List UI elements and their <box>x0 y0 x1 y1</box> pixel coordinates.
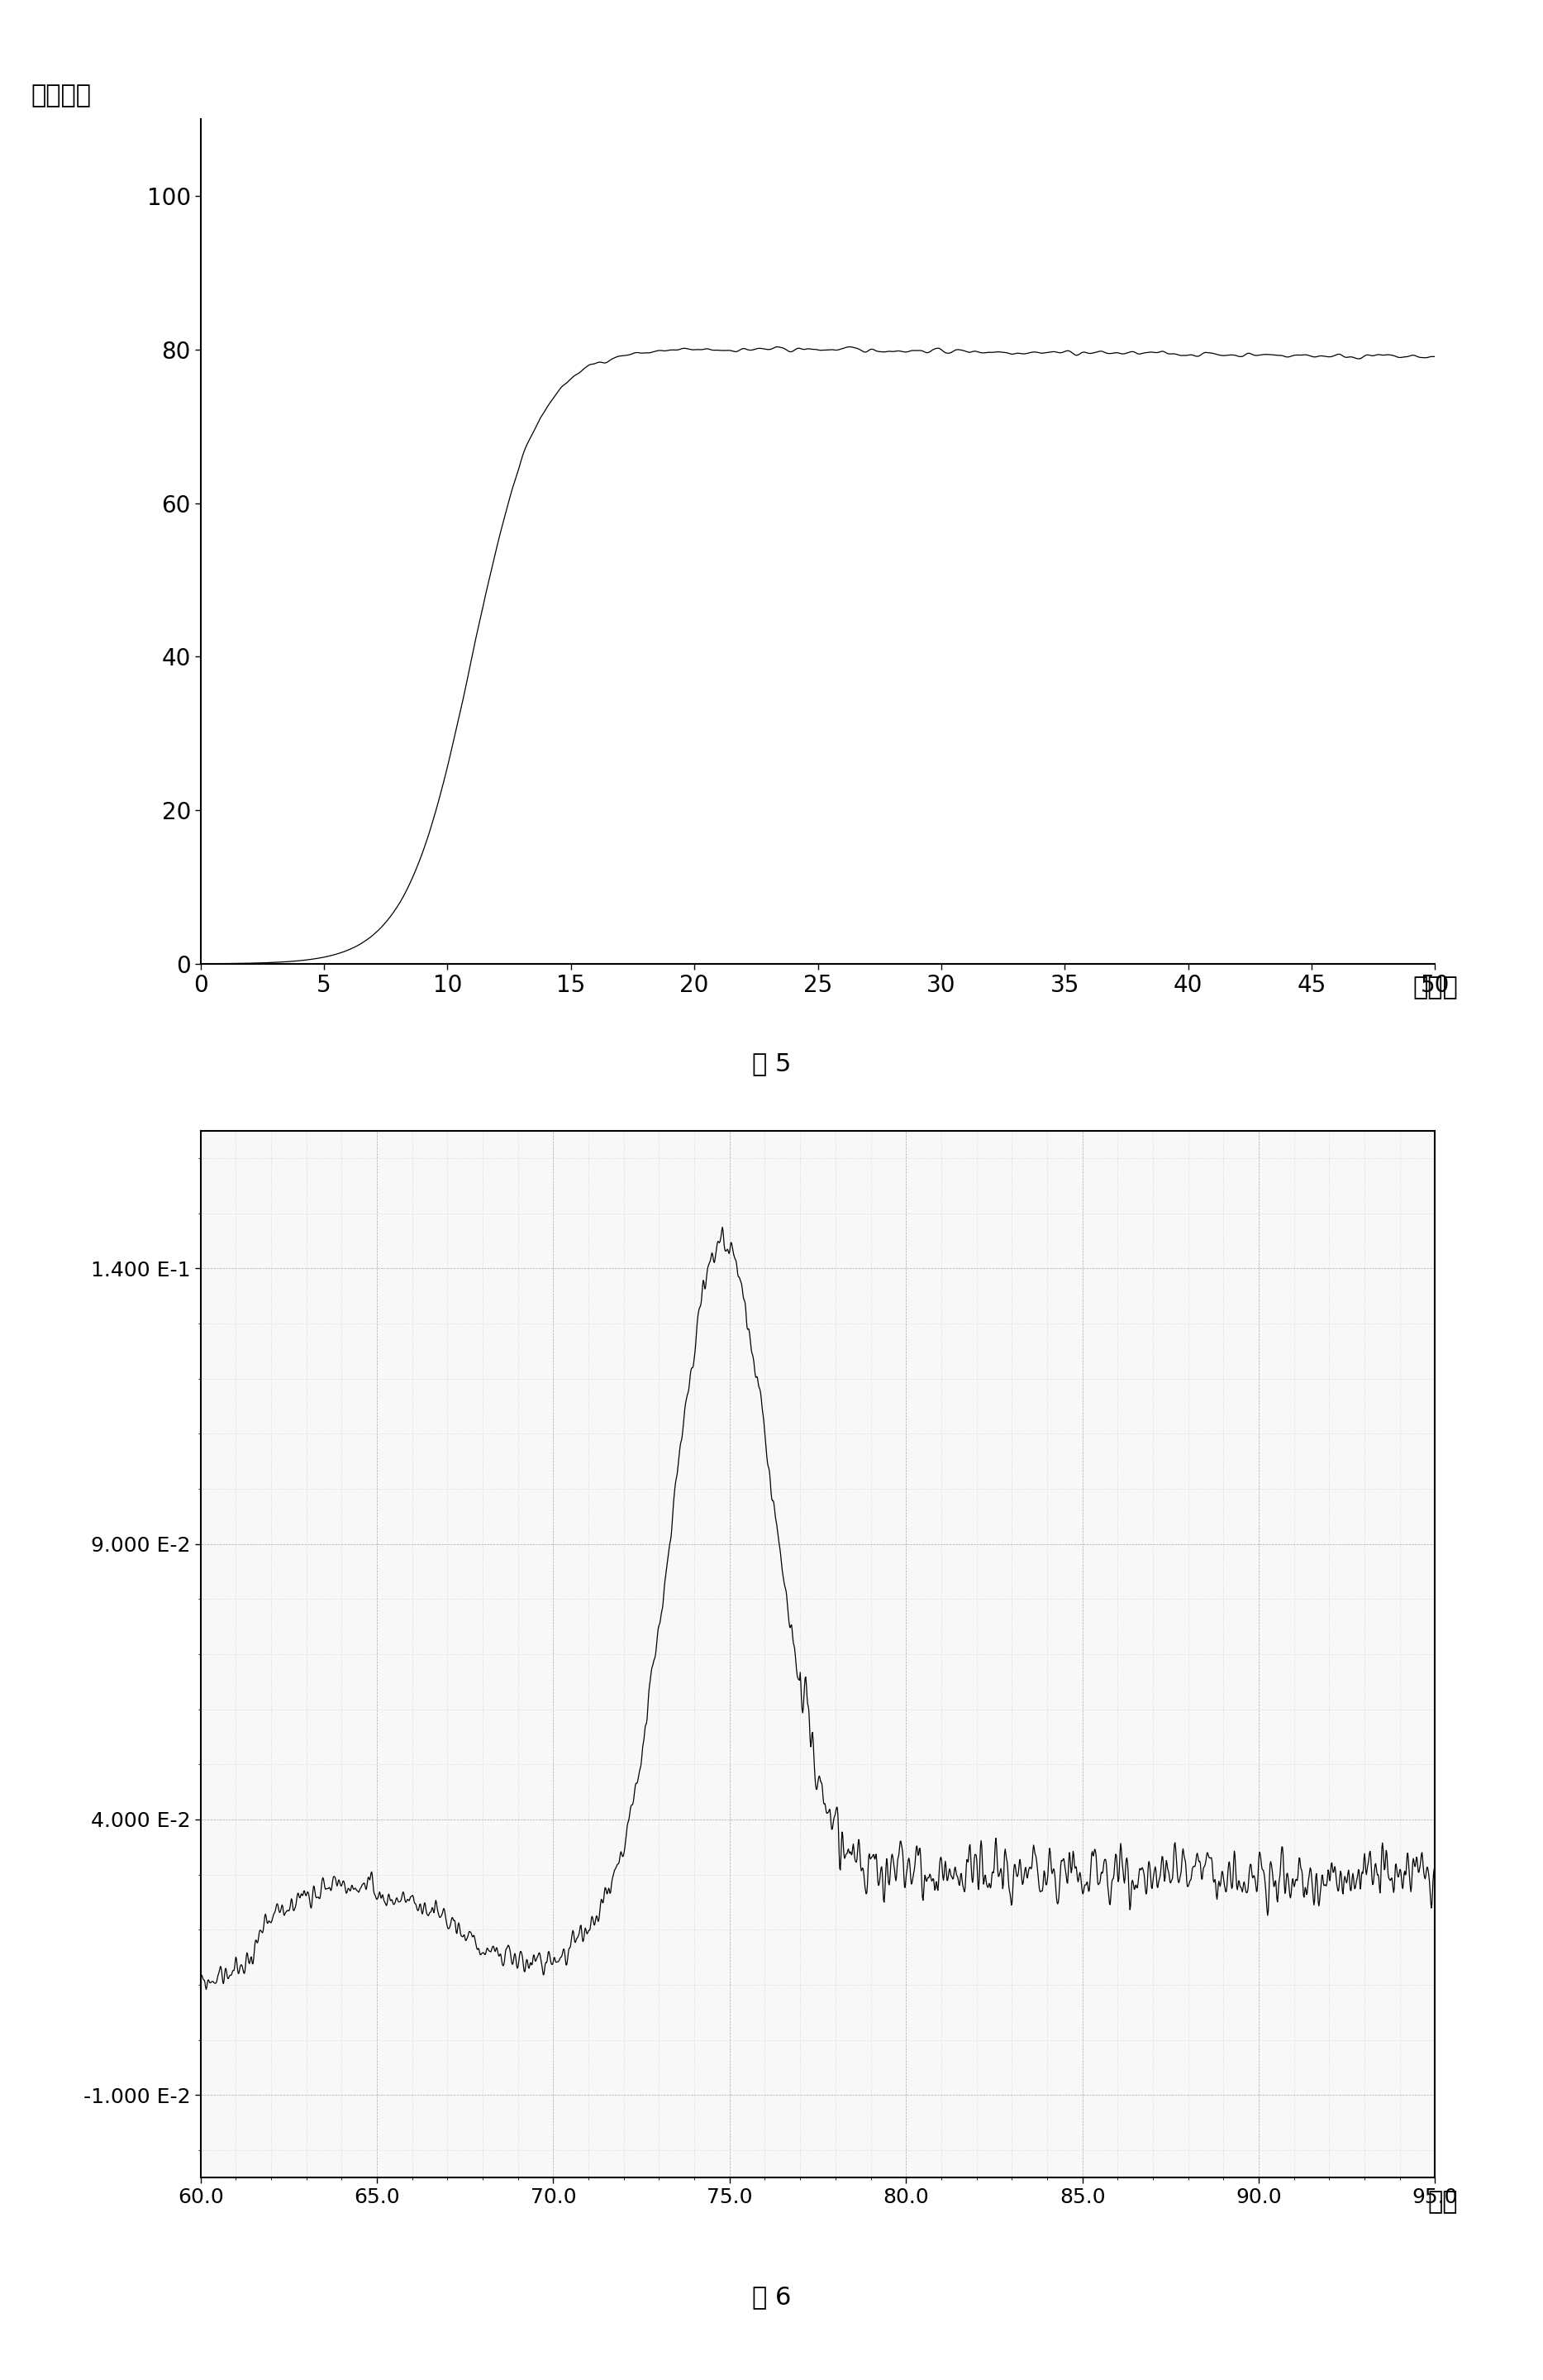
Text: 图 6: 图 6 <box>751 2285 792 2309</box>
Text: 温度: 温度 <box>1427 2190 1458 2213</box>
Text: 循环数: 循环数 <box>1413 976 1458 1000</box>
Text: 荧光强度: 荧光强度 <box>31 83 91 107</box>
Text: 图 5: 图 5 <box>751 1052 792 1076</box>
